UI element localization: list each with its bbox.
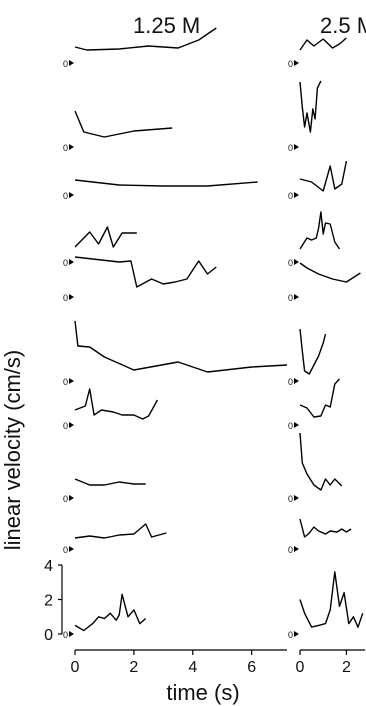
zero-marker-c1-r8: 0 xyxy=(63,494,68,504)
x-tick-label-c2-0: 0 xyxy=(296,659,305,676)
zero-arrow-c1-r2 xyxy=(69,144,74,150)
trace-line-c2-r2 xyxy=(299,80,322,133)
zero-arrow-c2-r6 xyxy=(294,378,299,384)
trace-line-c2-r7 xyxy=(299,378,341,418)
zero-marker-c2-r3: 0 xyxy=(288,191,293,201)
zero-arrow-c2-r10 xyxy=(294,631,299,637)
zero-marker-c1-r4: 0 xyxy=(63,258,68,268)
x-tick-label-c1-0: 0 xyxy=(71,659,80,676)
zero-arrow-c2-r8 xyxy=(294,495,299,501)
zero-marker-c2-r10: 0 xyxy=(288,630,293,640)
zero-marker-c2-r6: 0 xyxy=(288,377,293,387)
trace-line-c2-r6 xyxy=(299,328,327,375)
zero-arrow-c2-r9 xyxy=(294,546,299,552)
zero-arrow-c2-r1 xyxy=(294,60,299,66)
trace-line-c1-r7 xyxy=(74,388,159,420)
zero-arrow-c1-r8 xyxy=(69,495,74,501)
x-tick-label-c1-6: 6 xyxy=(247,659,256,676)
trace-line-c1-r10 xyxy=(74,593,147,632)
y-tick-label-0: 0 xyxy=(44,627,53,644)
zero-arrow-c2-r5 xyxy=(294,294,299,300)
zero-marker-c2-r8: 0 xyxy=(288,494,293,504)
trace-line-c1-r5 xyxy=(74,256,217,288)
zero-arrow-c2-r3 xyxy=(294,192,299,198)
zero-marker-c2-r4: 0 xyxy=(288,258,293,268)
zero-marker-c2-r2: 0 xyxy=(288,143,293,153)
zero-arrow-c1-r5 xyxy=(69,294,74,300)
zero-arrow-c1-r3 xyxy=(69,192,74,198)
trace-line-c1-r6 xyxy=(74,320,288,373)
y-axis-label: linear velocity (cm/s) xyxy=(0,350,25,550)
x-tick-label-c2-2: 2 xyxy=(342,659,351,676)
trace-line-c2-r8 xyxy=(299,432,343,491)
zero-marker-c1-r10: 0 xyxy=(63,630,68,640)
y-tick-label-4: 4 xyxy=(44,558,53,575)
zero-marker-c2-r9: 0 xyxy=(288,545,293,555)
x-tick-label-c1-2: 2 xyxy=(129,659,138,676)
zero-marker-c1-r3: 0 xyxy=(63,191,68,201)
zero-marker-c1-r1: 0 xyxy=(63,59,68,69)
x-tick-label-c1-4: 4 xyxy=(188,659,197,676)
zero-marker-c1-r5: 0 xyxy=(63,293,68,303)
zero-marker-c1-r9: 0 xyxy=(63,545,68,555)
zero-marker-c1-r6: 0 xyxy=(63,377,68,387)
trace-line-c2-r3 xyxy=(299,160,348,192)
column-title-1: 1.25 M xyxy=(133,13,200,38)
zero-arrow-c1-r7 xyxy=(69,422,74,428)
zero-marker-c1-r7: 0 xyxy=(63,421,68,431)
trace-line-c1-r3 xyxy=(74,179,258,187)
trace-line-c2-r1 xyxy=(299,37,347,51)
zero-marker-c2-r5: 0 xyxy=(288,293,293,303)
x-axis-label: time (s) xyxy=(166,680,239,705)
trace-line-c1-r9 xyxy=(74,523,167,539)
zero-arrow-c1-r6 xyxy=(69,378,74,384)
zero-arrow-c2-r2 xyxy=(294,144,299,150)
trace-line-c2-r5 xyxy=(299,262,361,283)
trace-line-c1-r2 xyxy=(74,110,173,138)
trace-line-c1-r1 xyxy=(74,27,217,51)
zero-arrow-c2-r7 xyxy=(294,422,299,428)
column-title-2: 2.5 M xyxy=(320,13,366,38)
zero-marker-c1-r2: 0 xyxy=(63,143,68,153)
trace-line-c2-r4 xyxy=(299,211,341,250)
trace-line-c1-r4 xyxy=(74,226,137,248)
trace-line-c2-r10 xyxy=(299,571,364,628)
zero-marker-c2-r1: 0 xyxy=(288,59,293,69)
zero-arrow-c1-r9 xyxy=(69,546,74,552)
zero-arrow-c2-r4 xyxy=(294,259,299,265)
zero-marker-c2-r7: 0 xyxy=(288,421,293,431)
trace-line-c1-r8 xyxy=(74,478,146,486)
zero-arrow-c1-r1 xyxy=(69,60,74,66)
zero-arrow-c1-r4 xyxy=(69,259,74,265)
y-tick-label-2: 2 xyxy=(44,593,53,610)
zero-arrow-c1-r10 xyxy=(69,631,74,637)
trace-line-c2-r9 xyxy=(299,518,352,538)
